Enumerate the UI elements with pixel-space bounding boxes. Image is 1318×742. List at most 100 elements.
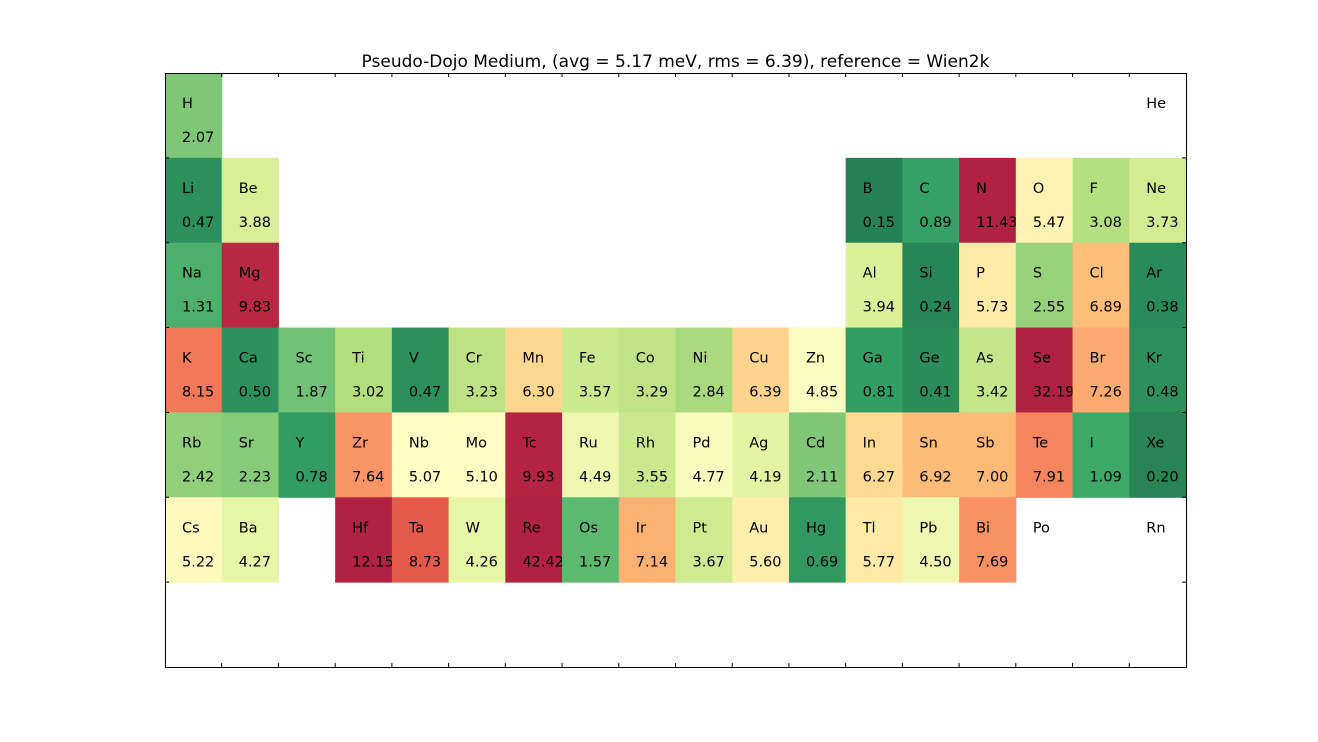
element-cell-n: N 11.43 [959,157,1018,244]
element-symbol: Zn [806,351,825,367]
element-cell-in: In 6.27 [845,412,903,498]
element-symbol: Se [1033,351,1051,367]
cell-color-sn [902,412,960,498]
element-symbol: As [976,351,993,367]
element-symbol: Hf [352,520,369,536]
element-cell-br: Br 7.26 [1072,327,1130,413]
element-cell-tc: Tc 9.93 [505,412,563,498]
element-value: 9.93 [522,469,554,485]
element-value: 0.47 [182,215,214,231]
element-value: 42.42 [522,554,564,570]
cell-color-n [959,157,1017,244]
element-cell-ta: Ta 8.73 [391,497,450,583]
cell-color-zr [335,412,393,498]
cell-color-si [902,242,960,329]
element-value: 6.39 [749,385,781,401]
element-value: 5.47 [1033,215,1065,231]
element-cell-li: Li 0.47 [165,157,223,244]
element-value: 2.55 [1033,300,1065,316]
element-symbol: K [182,351,192,367]
cell-color-c [902,157,960,244]
element-cell-nb: Nb 5.07 [391,412,450,498]
element-cell-bi: Bi 7.69 [959,497,1017,583]
cell-color-p [959,242,1017,329]
element-cell-ba: Ba 4.27 [221,497,279,583]
chart-title: Pseudo-Dojo Medium, (avg = 5.17 meV, rms… [361,52,990,72]
element-symbol: Ar [1146,266,1162,282]
element-cell-ni: Ni 2.84 [675,327,733,413]
element-symbol: Rh [636,435,655,451]
element-symbol: Cs [182,520,200,536]
element-cell-hg: Hg 0.69 [788,497,847,583]
element-value: 6.92 [919,469,951,485]
element-symbol: Ir [636,520,646,536]
element-value: 2.84 [693,385,725,401]
element-cell-au: Au 5.60 [732,497,790,583]
element-value: 3.02 [352,385,384,401]
cell-color-cr [448,327,506,413]
cell-color-ne [1129,157,1187,244]
element-value: 2.42 [182,469,214,485]
element-value: 1.09 [1090,469,1122,485]
element-value: 7.00 [976,469,1008,485]
element-value: 4.77 [693,469,725,485]
element-cell-i: I 1.09 [1072,412,1130,498]
element-cell-rb: Rb 2.42 [165,412,223,498]
element-symbol: Rb [182,435,201,451]
element-symbol: Tl [862,520,876,536]
cell-color-o [1015,157,1074,244]
element-cell-sc: Sc 1.87 [278,327,336,413]
element-value: 7.64 [352,469,384,485]
element-cell-os: Os 1.57 [562,497,620,583]
element-value: 0.15 [863,215,895,231]
cell-color-pb [902,497,960,583]
element-value: 6.30 [522,385,554,401]
element-value: 7.91 [1033,469,1065,485]
element-symbol: Sc [295,351,312,367]
element-cell-sr: Sr 2.23 [221,412,279,498]
element-symbol: Rn [1146,520,1165,536]
cell-color-mg [221,242,279,329]
element-symbol: Au [749,520,768,536]
cell-color-ag [732,412,790,498]
element-cell-re: Re 42.42 [505,497,564,583]
element-value: 3.42 [976,385,1008,401]
cell-color-ru [562,412,620,498]
cell-color-in [845,412,903,498]
element-cell-cd: Cd 2.11 [788,412,847,498]
element-symbol: Ni [693,351,708,367]
cell-color-se [1015,327,1074,413]
element-cell-sn: Sn 6.92 [902,412,960,498]
element-symbol: N [976,181,987,197]
element-cell-ar: Ar 0.38 [1129,242,1187,329]
element-value: 5.77 [863,554,895,570]
element-value: 1.57 [579,554,611,570]
element-cell-ge: Ge 0.41 [902,327,960,413]
cell-color-tl [845,497,903,583]
cell-color-rb [165,412,223,498]
element-symbol: Ta [408,520,424,536]
element-value: 5.10 [466,469,498,485]
element-symbol: In [863,435,876,451]
element-cell-ga: Ga 0.81 [845,327,903,413]
element-symbol: Po [1033,520,1050,536]
element-symbol: Li [182,181,194,197]
element-value: 8.73 [409,554,441,570]
element-value: 0.47 [409,385,441,401]
element-cell-mo: Mo 5.10 [448,412,506,498]
element-symbol: Ru [579,435,598,451]
cell-color-zn [788,327,847,413]
element-cell-h: H 2.07 [165,73,223,159]
element-value: 7.69 [976,554,1008,570]
element-symbol: O [1033,181,1044,197]
cell-color-sb [959,412,1017,498]
element-symbol: B [863,181,873,197]
element-cell-c: C 0.89 [902,157,960,244]
element-cell-y: Y 0.78 [278,412,336,498]
cell-color-cu [732,327,790,413]
element-symbol: Y [294,435,304,451]
element-cell-pb: Pb 4.50 [902,497,960,583]
cell-color-nb [391,412,450,498]
element-value: 5.60 [749,554,781,570]
element-cell-k: K 8.15 [165,327,223,413]
